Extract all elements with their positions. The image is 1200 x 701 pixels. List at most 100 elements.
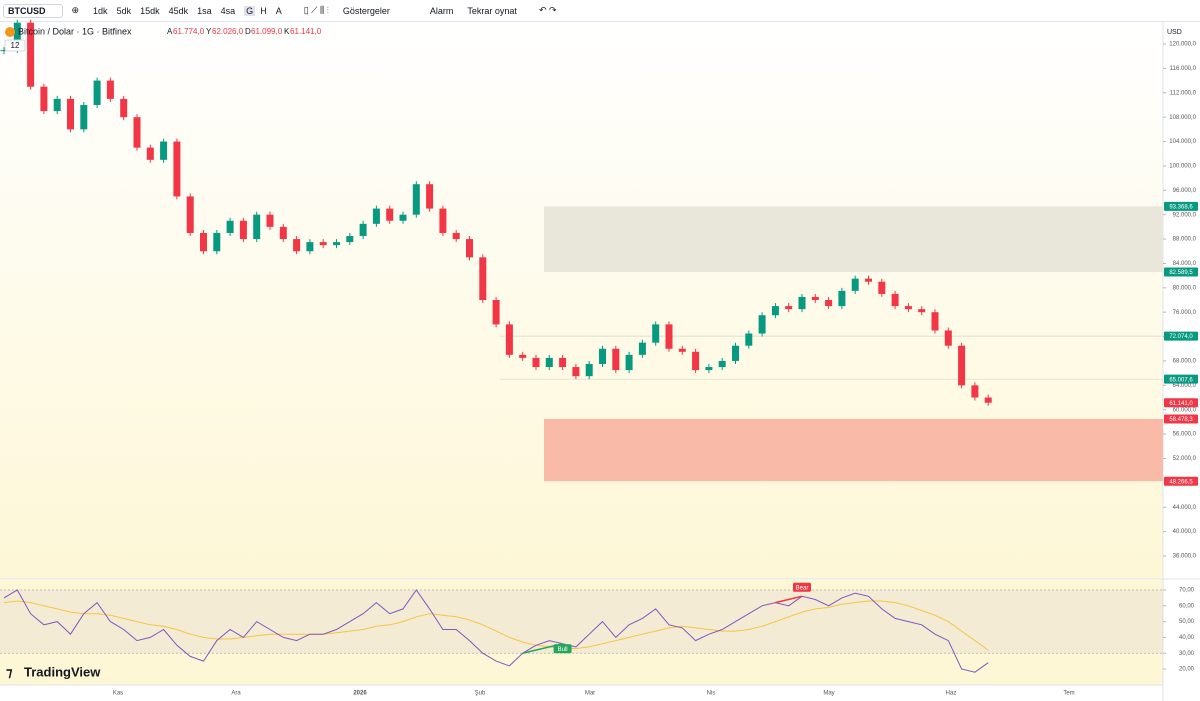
interval[interactable]: 1dk — [93, 5, 108, 16]
price-tag-label: 72.074,0 — [1169, 334, 1193, 340]
candle — [293, 239, 301, 252]
candle — [865, 278, 872, 282]
signal-label: Bear — [796, 585, 809, 591]
candle — [27, 22, 35, 87]
signal-box — [553, 644, 572, 654]
y-tick-label: 56.000,0 — [1173, 432, 1197, 438]
candle — [958, 345, 966, 386]
price-tag — [1164, 398, 1198, 408]
candle — [904, 306, 912, 310]
candle — [412, 184, 420, 215]
candle — [466, 239, 473, 258]
replay[interactable]: Tekrar oynat — [467, 5, 517, 16]
y-tick-label: 100.000,0 — [1169, 164, 1196, 170]
interval[interactable]: 5dk — [116, 5, 132, 16]
candle — [106, 80, 114, 99]
y-tick-label: 68.000,0 — [1173, 359, 1197, 365]
candle — [811, 296, 819, 301]
interval[interactable]: H — [260, 5, 267, 16]
candle — [279, 226, 287, 240]
candle — [426, 184, 434, 209]
candle — [399, 214, 407, 221]
candle — [120, 98, 128, 118]
candle — [838, 290, 846, 307]
interval[interactable]: A — [275, 5, 282, 16]
candle — [559, 357, 567, 368]
candle — [67, 98, 74, 130]
y-tick-label: 116.000,0 — [1170, 66, 1197, 72]
y-tick-label: 44.000,0 — [1173, 505, 1197, 511]
ohlc-value: 62.026,0 — [212, 27, 244, 36]
candle — [545, 357, 553, 368]
rsi-line — [3, 589, 989, 673]
x-tick-label: May — [823, 691, 834, 697]
interval[interactable]: 15dk — [140, 5, 160, 16]
candle — [705, 367, 713, 371]
price-axis — [1163, 22, 1200, 701]
signal-box — [793, 582, 811, 592]
y-tick-label: 120.000,0 — [1169, 42, 1196, 48]
price-tag — [1164, 331, 1198, 341]
candle — [492, 300, 500, 325]
symbol[interactable]: BTCUSD — [3, 3, 63, 18]
candle — [572, 367, 580, 377]
layer: 36.000,0 40.000,0 44.000,0 52.000,0 56.000,0… — [0, 19, 1197, 673]
y-tick-label: 64.000,0 — [1173, 383, 1197, 389]
y-tick-label: 88.000,0 — [1173, 237, 1197, 243]
y-tick-label: 40.000,0 — [1173, 529, 1197, 535]
candle — [253, 214, 261, 240]
candle — [665, 324, 673, 349]
toolbar: BTCUSD ⊕ 1dk 5dk 15dk 45dk 1sa 4sa G H A… — [0, 0, 1200, 22]
candle — [638, 342, 646, 355]
alert[interactable]: Alarm — [429, 5, 454, 16]
badge-box — [4, 39, 26, 52]
candle — [13, 22, 21, 51]
candle — [173, 141, 181, 197]
zone — [544, 418, 1163, 482]
y-tick-label: 20,00 — [1179, 667, 1195, 673]
ohlc-value: 61.774,0 — [173, 27, 205, 36]
chart-type-icons[interactable]: ▯ ⟋ ⫼ ⫶ — [303, 5, 329, 15]
y-tick-label: 30,00 — [1179, 651, 1195, 657]
candle — [146, 147, 154, 160]
candle — [0, 50, 8, 52]
candle — [798, 296, 806, 310]
candle — [585, 363, 593, 377]
candle — [266, 214, 274, 227]
candle — [785, 306, 793, 310]
price-tag — [1164, 267, 1198, 277]
x-tick-label: Kas — [113, 691, 123, 697]
candle — [532, 357, 540, 368]
ohlc-key: Y — [206, 27, 212, 36]
candle — [226, 220, 234, 233]
candle — [625, 354, 633, 371]
x-tick-label: Şub — [475, 691, 486, 697]
badge: 12 — [11, 41, 20, 50]
y-tick-label: 80.000,0 — [1173, 285, 1197, 291]
y-tick-label: 76.000,0 — [1173, 310, 1197, 316]
candle — [984, 397, 992, 403]
candle — [971, 385, 979, 398]
rsi-band — [0, 589, 1163, 654]
candle — [652, 324, 660, 343]
y-tick-label: 108.000,0 — [1169, 115, 1196, 121]
candle — [40, 86, 48, 112]
candle — [825, 300, 833, 307]
candle — [200, 232, 207, 252]
interval[interactable]: 4sa — [220, 5, 236, 16]
interval[interactable]: G — [244, 5, 256, 16]
add-button[interactable]: ⊕ — [71, 5, 80, 15]
candle — [386, 208, 394, 221]
signal-line — [775, 595, 803, 604]
undo[interactable]: ↶ ↷ — [538, 5, 557, 15]
zone — [544, 206, 1163, 273]
y-tick-label: 104.000,0 — [1169, 139, 1196, 145]
x-tick-label: Haz — [946, 691, 957, 697]
candle — [718, 360, 726, 368]
interval[interactable]: 1sa — [197, 5, 212, 16]
indicators[interactable]: Göstergeler — [342, 5, 390, 16]
candle — [732, 345, 739, 361]
interval[interactable]: 45dk — [168, 5, 189, 16]
